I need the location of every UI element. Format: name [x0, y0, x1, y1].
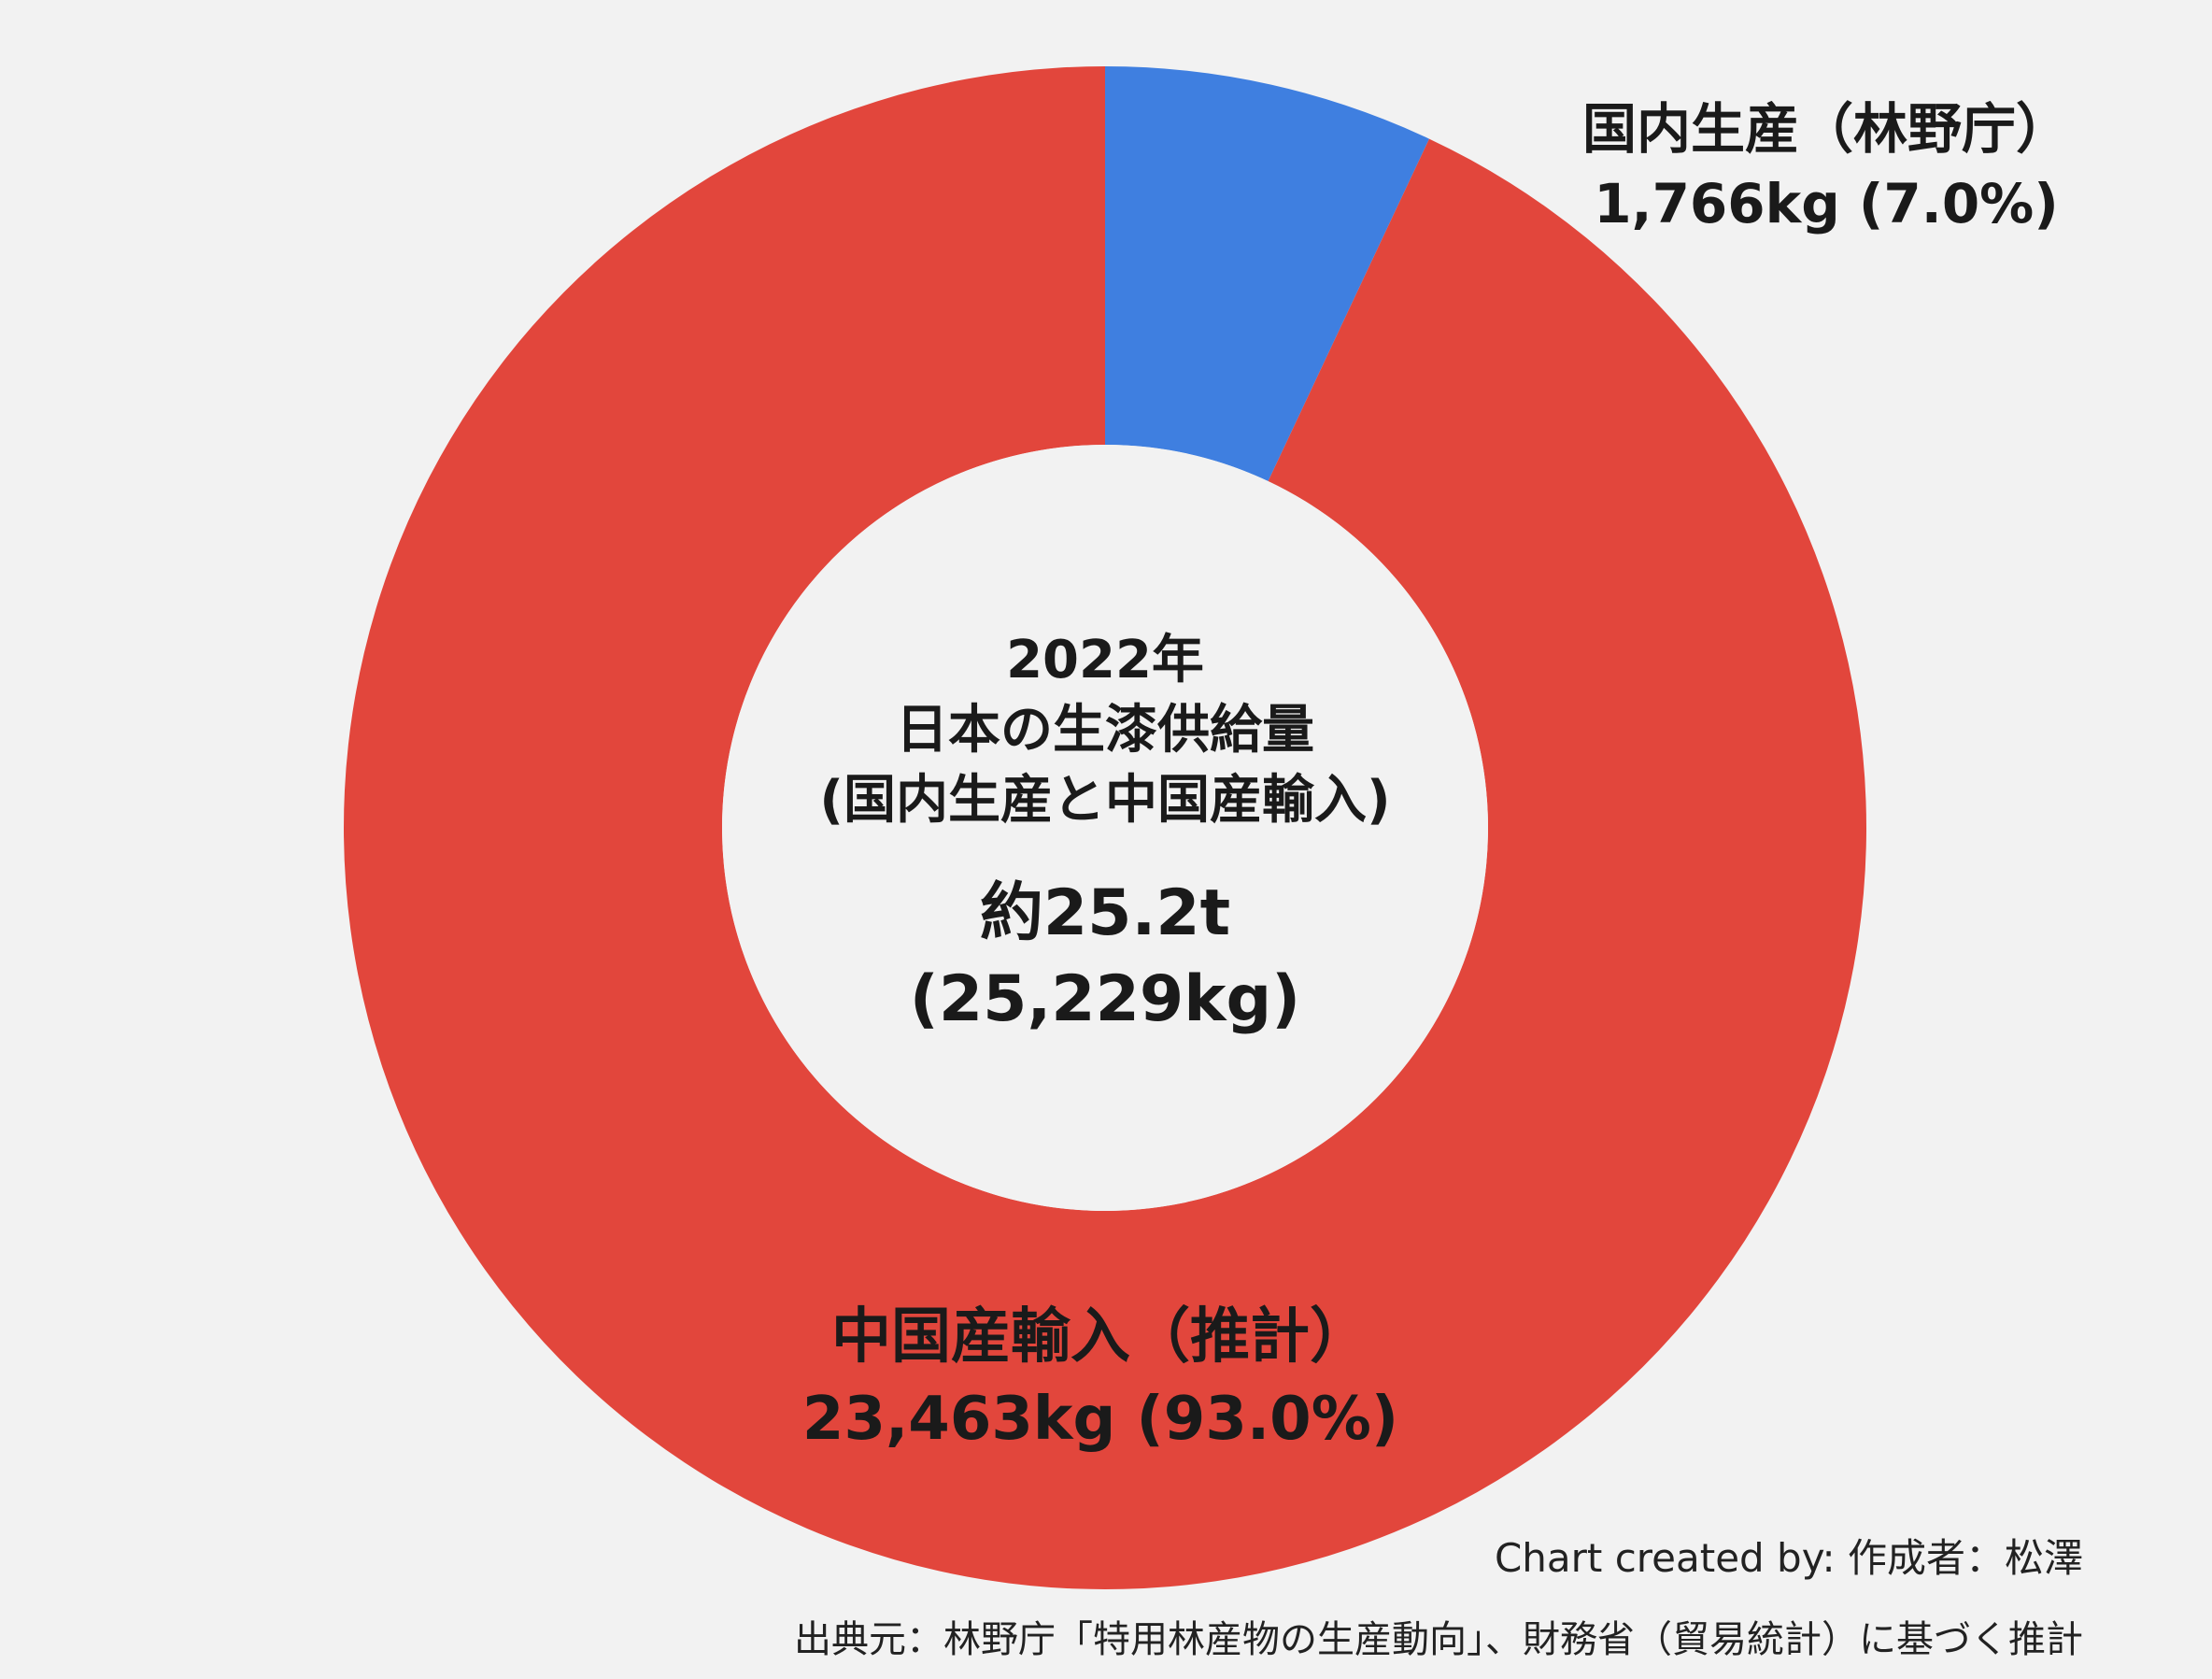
- center-subtitle: (国内生産と中国産輸入): [819, 770, 1390, 831]
- center-total: 約25.2t: [980, 876, 1230, 950]
- slice-label-import: 中国産輸入（推計）: [831, 1302, 1369, 1372]
- slice-value-domestic: 1,766kg (7.0%): [1594, 172, 2059, 235]
- donut-slice-import: [344, 66, 1867, 1589]
- chart-source: 出典元：林野庁「特用林産物の生産動向」、財務省（貿易統計）に基づく推計: [794, 1618, 2083, 1661]
- chart-credit: Chart created by: 作成者：松澤: [1495, 1535, 2083, 1581]
- donut-slice-domestic: [1105, 66, 1430, 482]
- slice-label-domestic: 国内生産（林野庁）: [1582, 97, 2070, 161]
- center-total-kg: (25,229kg): [910, 962, 1300, 1036]
- donut-hole: [722, 445, 1488, 1211]
- slice-value-import: 23,463kg (93.0%): [802, 1385, 1398, 1454]
- center-title: 日本の生漆供給量: [896, 700, 1314, 761]
- donut-slices: [344, 66, 1867, 1589]
- center-year: 2022年: [1006, 630, 1204, 690]
